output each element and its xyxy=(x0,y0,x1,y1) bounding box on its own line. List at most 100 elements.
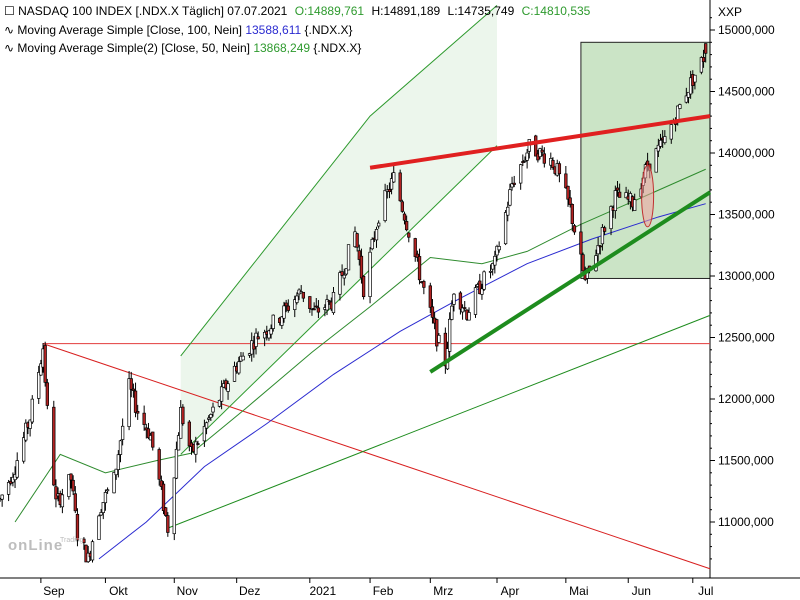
candle-body xyxy=(164,507,168,516)
candle-body xyxy=(495,245,499,256)
x-tick-label: Jun xyxy=(632,584,651,598)
ma100-legend: ∿ Moving Average Simple [Close, 100, Nei… xyxy=(4,22,353,38)
candle-body xyxy=(480,288,484,295)
candle-body xyxy=(413,238,417,257)
y-tick-label: 14500,000 xyxy=(718,85,775,99)
candle-body xyxy=(282,305,286,319)
candle-body xyxy=(82,538,86,544)
x-tick-label: Nov xyxy=(177,584,198,598)
candle-body xyxy=(624,192,628,199)
ma100-label: Moving Average Simple [Close, 100, Nein] xyxy=(17,23,242,37)
candle-body xyxy=(508,189,512,206)
candle-body xyxy=(97,515,101,540)
candle-body xyxy=(437,334,441,343)
checkbox-icon[interactable]: ☐ xyxy=(4,4,15,18)
candle-body xyxy=(52,406,56,486)
candle-body xyxy=(654,148,658,173)
candle-body xyxy=(75,513,80,541)
candle-body xyxy=(60,494,65,508)
candle-body xyxy=(172,477,176,535)
chart-title: NASDAQ 100 INDEX [.NDX.X Täglich] 07.07.… xyxy=(18,4,288,18)
candle-body xyxy=(116,454,120,470)
candle-body xyxy=(157,449,161,480)
candle-body xyxy=(488,270,493,273)
candle-body xyxy=(327,300,331,303)
candle-body xyxy=(503,212,508,245)
x-tick-label: Apr xyxy=(501,584,520,598)
x-tick-label: Dez xyxy=(239,584,260,598)
candle-body xyxy=(704,43,708,54)
candle-body xyxy=(22,437,26,462)
candle-body xyxy=(566,185,570,200)
candle-body xyxy=(284,302,288,307)
candle-body xyxy=(402,213,407,221)
candle-body xyxy=(194,441,198,455)
candle-body xyxy=(37,372,41,399)
candle-body xyxy=(506,206,510,216)
candle-body xyxy=(73,493,77,512)
candle-body xyxy=(211,406,215,413)
candle-body xyxy=(570,204,574,225)
resistance-line xyxy=(369,114,711,170)
candle-body xyxy=(67,474,71,497)
candle-body xyxy=(407,232,411,238)
candle-body xyxy=(114,468,118,476)
candle-body xyxy=(120,425,125,440)
candle-body xyxy=(176,435,181,451)
candle-body xyxy=(232,365,237,382)
candle-body xyxy=(219,386,224,402)
candle-body xyxy=(112,472,116,494)
candle-body xyxy=(467,312,471,321)
candle-body xyxy=(312,308,316,311)
candle-body xyxy=(69,473,73,481)
candle-body xyxy=(254,332,258,347)
close-value: C:14810,535 xyxy=(521,4,591,18)
candle-body xyxy=(473,287,478,315)
candle-body xyxy=(568,197,572,205)
candle-body xyxy=(656,144,661,152)
candle-body xyxy=(24,422,28,441)
symbol-label: XXP xyxy=(718,5,743,19)
candle-body xyxy=(617,191,622,198)
candle-body xyxy=(301,291,306,299)
long-trend-line xyxy=(167,314,711,529)
y-tick-label: 14000,000 xyxy=(718,146,775,160)
candle-body xyxy=(127,378,131,427)
ma100-suffix: {.NDX.X} xyxy=(304,23,353,37)
candle-body xyxy=(30,398,34,423)
candle-body xyxy=(699,57,704,73)
candle-body xyxy=(151,431,155,448)
candle-body xyxy=(293,299,297,310)
candle-body xyxy=(342,274,346,279)
candle-body xyxy=(491,263,495,270)
y-tick-label: 11000,000 xyxy=(718,515,774,529)
candle-body xyxy=(331,292,336,314)
candle-body xyxy=(159,480,164,487)
wave-icon: ∿ xyxy=(4,41,15,55)
candle-body xyxy=(370,239,374,250)
candle-body xyxy=(448,318,452,352)
x-tick-label: Mai xyxy=(569,584,588,598)
candle-body xyxy=(613,190,617,212)
candle-body xyxy=(669,124,673,140)
candle-body xyxy=(519,164,523,184)
candle-body xyxy=(572,225,577,233)
candle-body xyxy=(133,390,138,413)
candle-body xyxy=(325,299,329,311)
open-value: O:14889,761 xyxy=(294,4,365,18)
candle-body xyxy=(663,136,667,144)
candle-body xyxy=(187,421,191,447)
candle-body xyxy=(269,328,273,335)
candle-body xyxy=(478,280,482,295)
candle-body xyxy=(581,254,585,272)
candle-body xyxy=(286,305,290,311)
watermark-small: Trading xyxy=(60,537,84,544)
candle-body xyxy=(280,316,284,326)
candle-body xyxy=(693,74,697,83)
candle-body xyxy=(701,57,706,63)
candle-body xyxy=(146,428,151,439)
candle-body xyxy=(207,417,211,420)
candle-body xyxy=(237,361,241,374)
ma50-suffix: {.NDX.X} xyxy=(313,41,362,55)
candle-body xyxy=(43,345,47,383)
